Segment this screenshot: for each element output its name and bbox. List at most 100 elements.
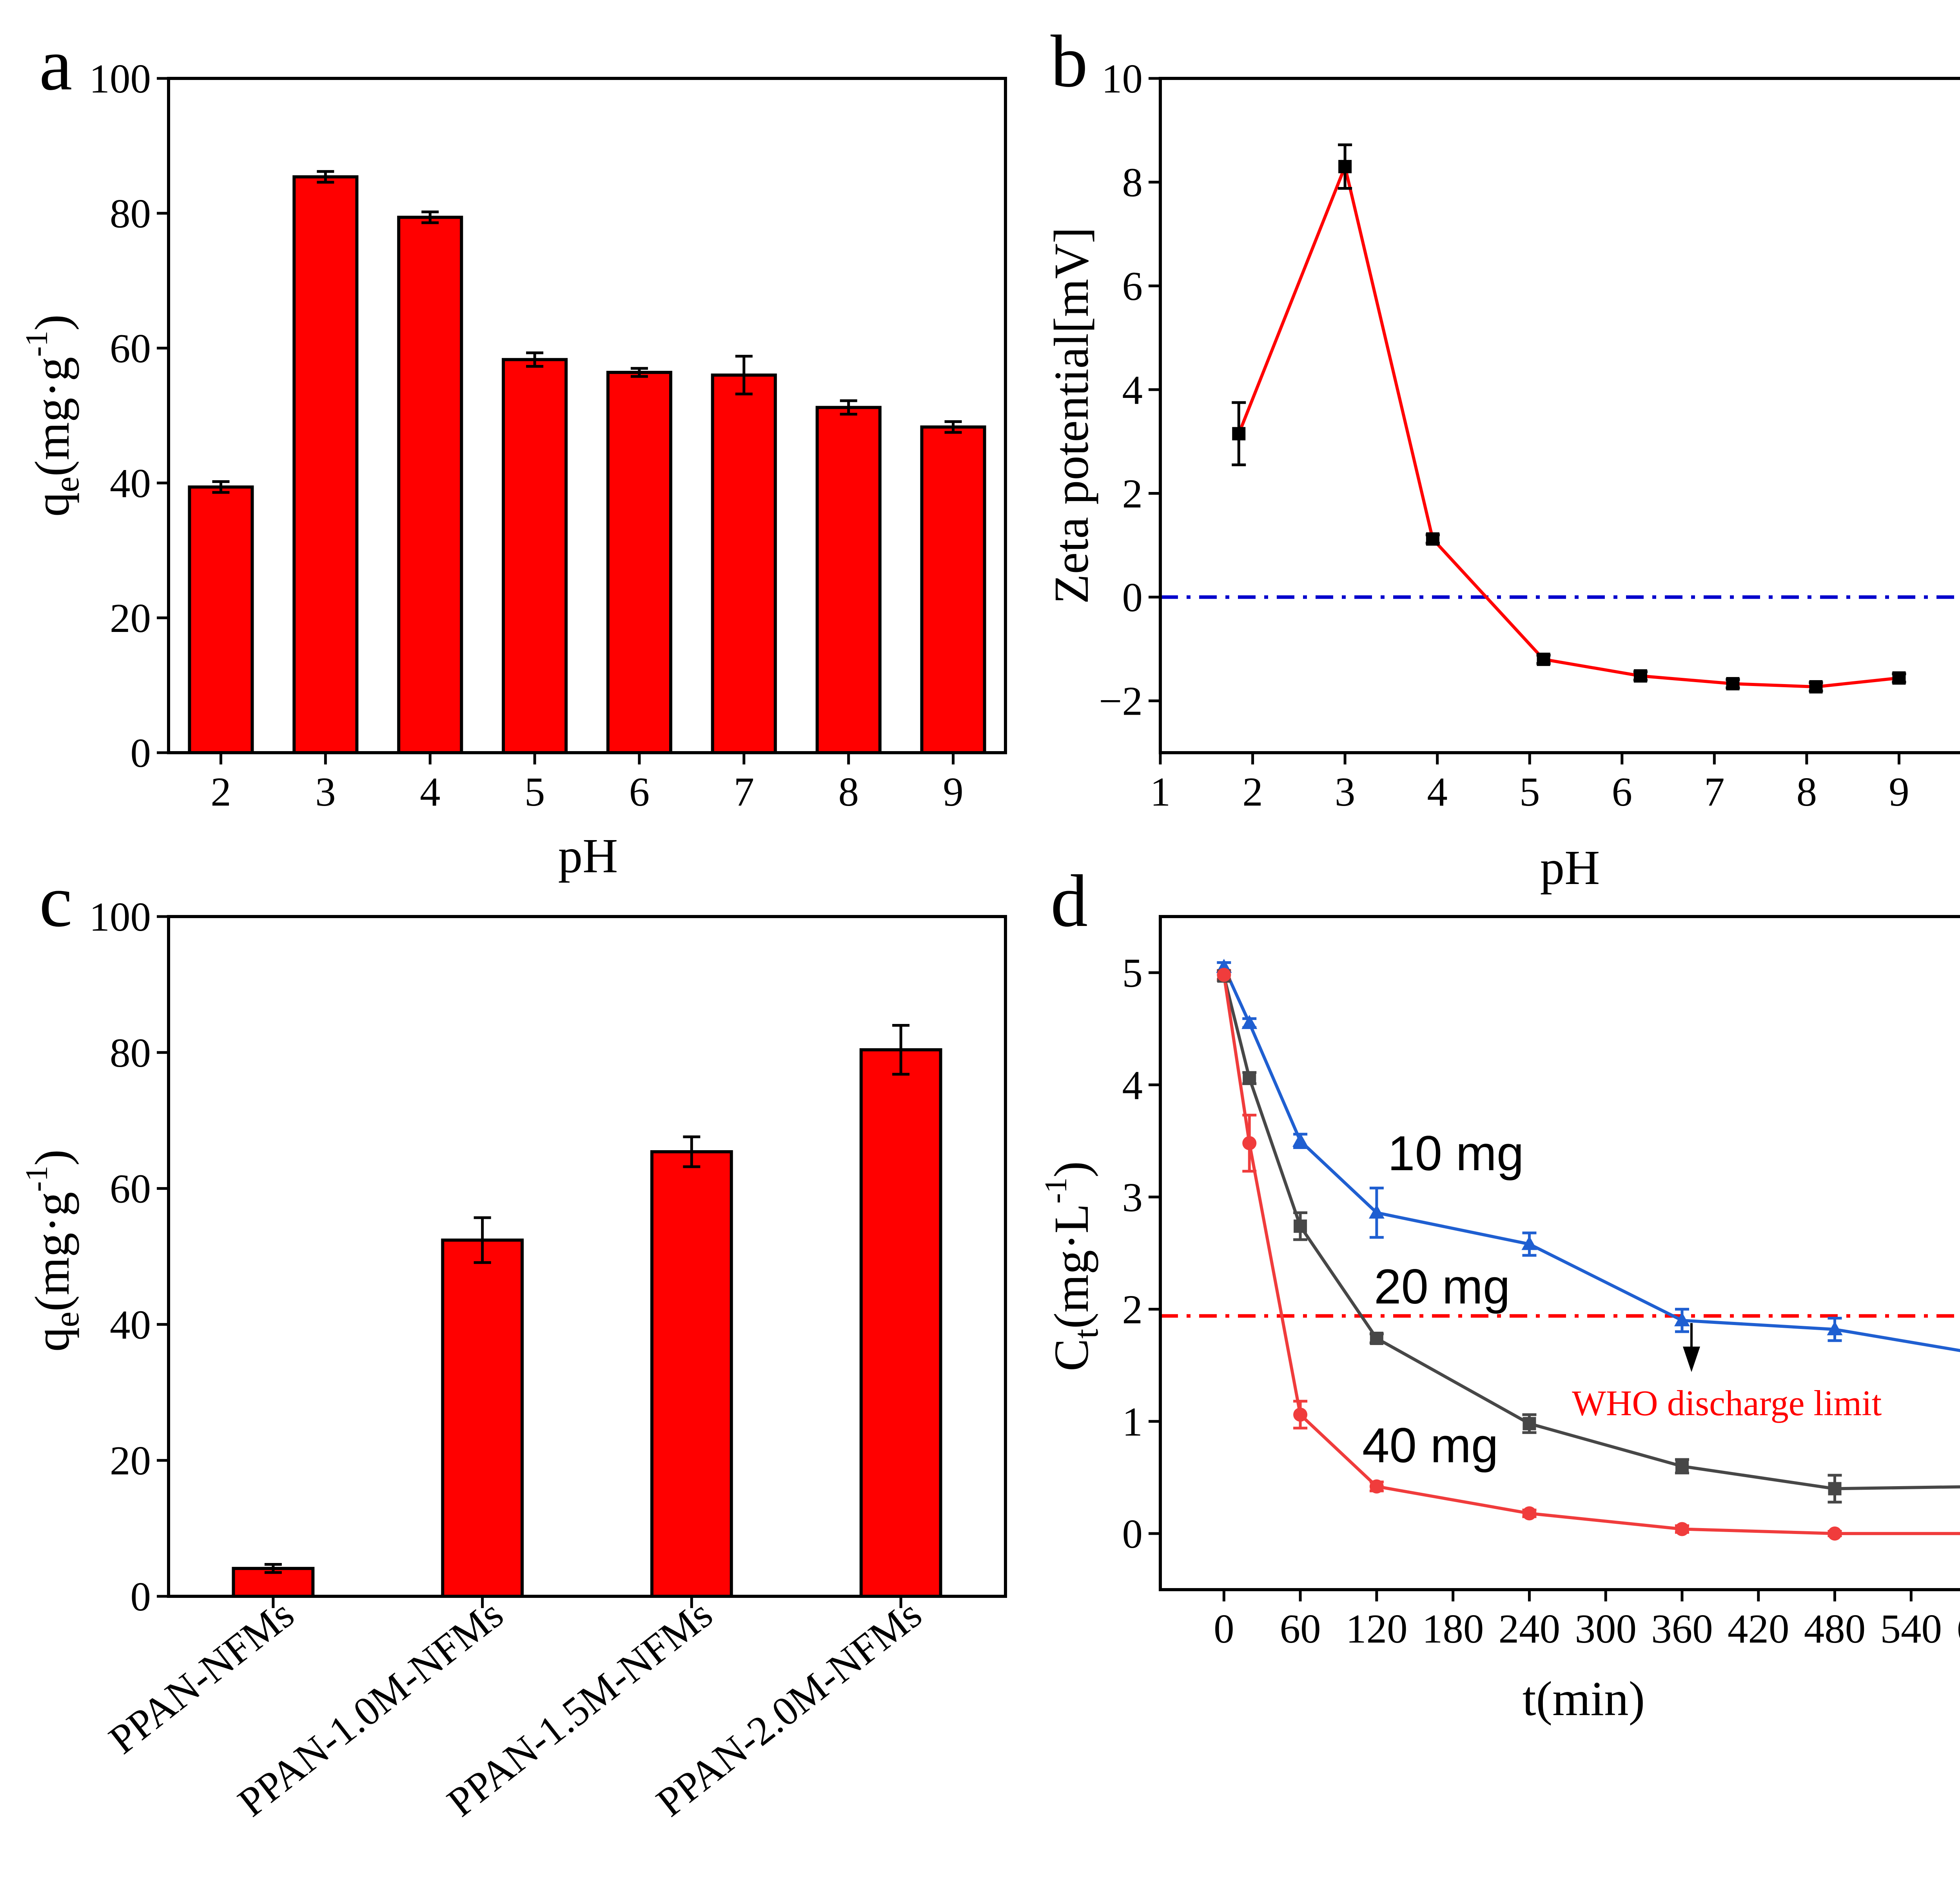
panel-c-bar-2 — [650, 1150, 733, 1598]
panel-d-xtick-label-0: 0 — [1214, 1606, 1234, 1652]
panel-d-series-line-2 — [1222, 975, 1960, 1535]
panel-d-ytick-label-3: 3 — [1122, 1174, 1143, 1220]
panel-a-bar-6 — [815, 406, 882, 754]
panel-b-series-0-point-1 — [1338, 160, 1352, 173]
panel-b-ytick-label-1: 0 — [1122, 574, 1143, 620]
panel-d-series-1-point-1 — [1243, 1071, 1256, 1085]
panel-b-series-line-0 — [1237, 161, 1899, 688]
panel-b-series-0-point-6 — [1809, 680, 1823, 693]
panel-a-errorbar-1 — [317, 170, 334, 184]
panel-b-xtick-label-7: 8 — [1797, 769, 1817, 815]
panel-a-bar-3 — [502, 358, 568, 754]
panel-a-ylabel: qe(mg·g-1) — [20, 314, 86, 517]
panel-c-ytick-label-2: 40 — [110, 1302, 151, 1347]
panel-b-xtick-label-4: 5 — [1519, 769, 1540, 815]
panel-c-errorbar-1 — [474, 1216, 491, 1264]
panel-d-xtick-label-2: 120 — [1346, 1606, 1408, 1652]
panel-d-ytick-label-5: 5 — [1122, 950, 1143, 996]
panel-d-xtick-label-4: 240 — [1499, 1606, 1561, 1652]
panel-d-series-1-point-6 — [1828, 1482, 1842, 1496]
panel-b-xtick-label-2: 3 — [1335, 769, 1356, 815]
panel-d-series-line-1 — [1222, 975, 1960, 1490]
panel-b-xtick-label-3: 4 — [1427, 769, 1448, 815]
panel-b-frame — [1159, 77, 1960, 754]
panel-d-series-0-point-1 — [1241, 1015, 1258, 1029]
panel-d-xtick-label-3: 180 — [1422, 1606, 1484, 1652]
panel-b-xtick-label-5: 6 — [1612, 769, 1633, 815]
panel-a-errorbar-4 — [630, 367, 648, 378]
panel-a-bar-4 — [606, 370, 672, 754]
panel-b-ytick-label-3: 4 — [1122, 367, 1143, 413]
panel-b-series-0-point-0 — [1232, 427, 1246, 441]
panel-a-bar-2 — [397, 216, 463, 755]
panel-a-frame — [167, 77, 1007, 754]
panel-d-series-2-point-5 — [1675, 1522, 1689, 1536]
panel-b-xlabel: pH — [1540, 841, 1600, 895]
panel-c-bar-3 — [859, 1048, 942, 1598]
panel-d-ytick-label-4: 4 — [1122, 1062, 1143, 1108]
panel-d-series-2-point-4 — [1522, 1506, 1537, 1521]
panel-b-ytick-label-2: 2 — [1122, 470, 1143, 516]
panel-b-ytick-label-6: 10 — [1102, 56, 1143, 102]
panel-c-ylabel: qe(mg·g-1) — [20, 1149, 86, 1352]
panel-a-xtick-label-4: 6 — [629, 769, 650, 815]
panel-d-xtick-label-9: 540 — [1880, 1606, 1942, 1652]
panel-a-ytick-label-1: 20 — [110, 595, 151, 641]
panel-d-series-1-point-5 — [1675, 1459, 1689, 1473]
panel-b-letter: b — [1051, 20, 1088, 103]
panel-b-xtick-label-0: 1 — [1150, 769, 1171, 815]
panel-c-ytick-label-0: 0 — [131, 1574, 151, 1619]
panel-b-series-0-point-7 — [1892, 671, 1906, 685]
panel-a-ytick-label-4: 80 — [110, 191, 151, 236]
panel-d-xtick-label-6: 360 — [1651, 1606, 1713, 1652]
panel-b-ytick-label-5: 8 — [1122, 160, 1143, 205]
panel-d-xtick-label-8: 480 — [1804, 1606, 1866, 1652]
panel-c-ytick-label-4: 80 — [110, 1030, 151, 1076]
panel-d-series-1-point-4 — [1523, 1417, 1536, 1430]
panel-d-series-2-point-2 — [1293, 1407, 1308, 1422]
panel-b-xtick-label-8: 9 — [1889, 769, 1909, 815]
who-limit-arrow — [1683, 1323, 1700, 1372]
panel-d-series-1-point-2 — [1294, 1219, 1307, 1233]
panel-d-series-2-point-6 — [1828, 1526, 1842, 1541]
panel-c-frame — [167, 915, 1007, 1598]
panel-a-ytick-label-5: 100 — [89, 56, 151, 102]
panel-b-series-0-point-2 — [1426, 532, 1439, 546]
panel-b-series-0-point-4 — [1633, 669, 1647, 683]
panel-d-xtick-label-5: 300 — [1575, 1606, 1637, 1652]
panel-a-xtick-label-2: 4 — [420, 769, 441, 815]
panel-a-xtick-label-7: 9 — [943, 769, 964, 815]
panel-c-errorbar-2 — [683, 1135, 701, 1168]
panel-a-bar-5 — [711, 373, 777, 754]
annotation-20mg: 20 mg — [1374, 1260, 1510, 1314]
panel-a-errorbar-0 — [212, 480, 230, 494]
panel-d-xlabel: t(min) — [1523, 1672, 1645, 1726]
panel-a-xtick-label-1: 3 — [315, 769, 336, 815]
panel-a-ytick-label-0: 0 — [131, 730, 151, 776]
panel-a-chart: a 0 20 40 60 80 100 2 3 4 5 6 7 8 9 pH qe(mg·g-1) — [20, 24, 1007, 883]
panel-d-ylabel: Ct(mg·L-1) — [1039, 1161, 1105, 1371]
panel-c-ytick-label-3: 60 — [110, 1166, 151, 1212]
panel-c-letter: c — [39, 860, 72, 942]
panel-b-xtick-label-1: 2 — [1242, 769, 1263, 815]
panel-d-letter: d — [1051, 860, 1088, 942]
panel-a-xtick-label-0: 2 — [211, 769, 231, 815]
panel-a-bar-7 — [920, 425, 986, 754]
panel-d-series-line-0 — [1222, 966, 1960, 1352]
panel-d-series-0-point-4 — [1521, 1236, 1537, 1250]
panel-d-series-2-point-3 — [1369, 1479, 1384, 1494]
panel-a-ytick-label-2: 40 — [110, 460, 151, 506]
panel-b-ytick-label-0: −2 — [1099, 678, 1143, 724]
panel-a-bar-1 — [292, 175, 359, 754]
panel-a-errorbar-7 — [944, 420, 962, 434]
panel-c-errorbar-3 — [892, 1024, 910, 1076]
who-limit-label: WHO discharge limit — [1572, 1383, 1882, 1423]
panel-d-ytick-label-2: 2 — [1122, 1287, 1143, 1332]
panel-d-ytick-label-1: 1 — [1122, 1399, 1143, 1445]
panel-b-series-0-point-5 — [1726, 677, 1740, 691]
panel-a-errorbar-2 — [421, 211, 439, 224]
panel-b-xtick-label-6: 7 — [1704, 769, 1725, 815]
panel-a-xlabel: pH — [558, 829, 618, 883]
annotation-10mg: 10 mg — [1388, 1126, 1524, 1181]
